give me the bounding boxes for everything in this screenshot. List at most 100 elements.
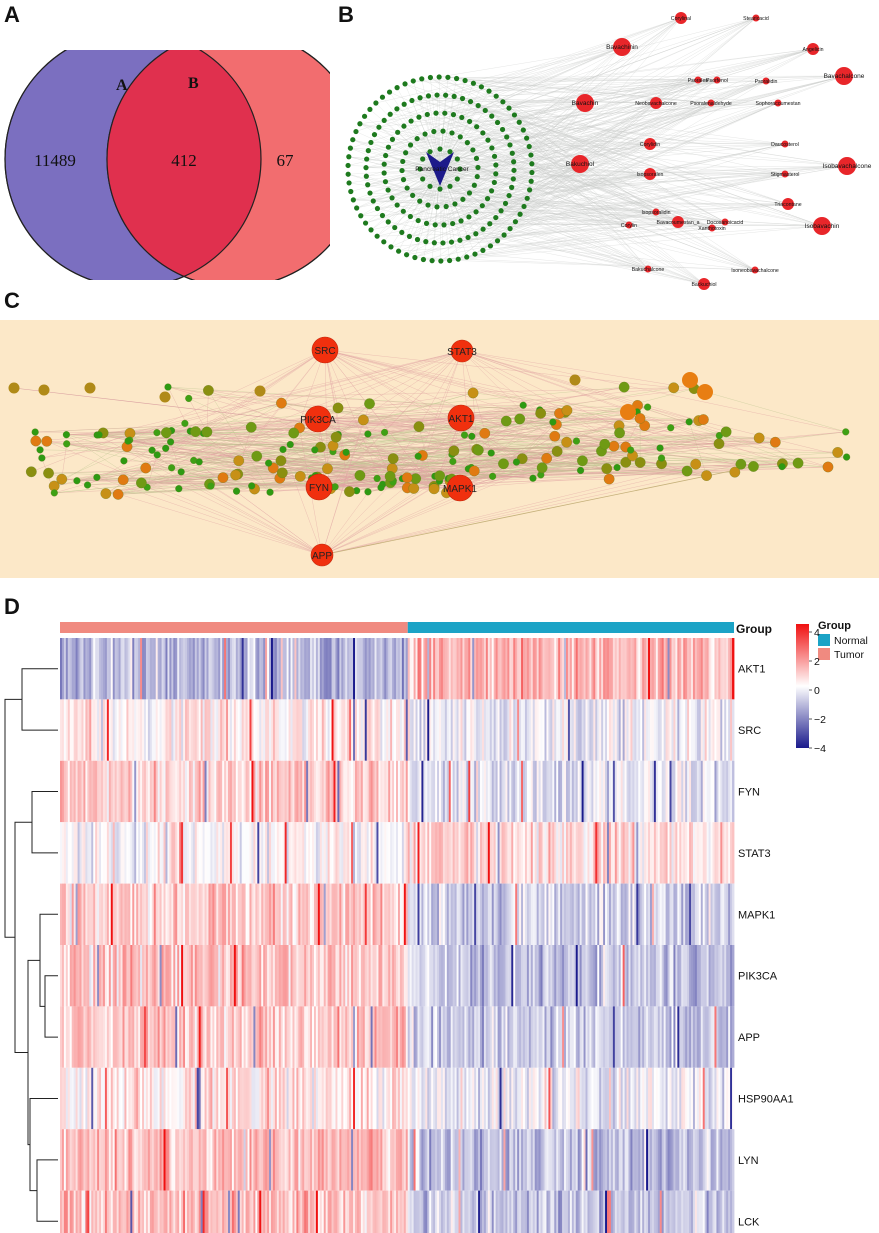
compound-label: Corylinal [671, 16, 691, 22]
compound-label: Stigmasterol [771, 172, 800, 178]
target-node [379, 212, 386, 219]
target-node [500, 99, 506, 105]
row-dendrogram [4, 668, 58, 1222]
legend-normal-swatch [818, 634, 830, 646]
target-node [474, 124, 480, 130]
protein-node [265, 459, 273, 467]
protein-node [720, 426, 732, 438]
target-node [427, 183, 433, 189]
compound-label: Corylin [621, 223, 637, 229]
venn-only-a-count: 11489 [34, 151, 76, 170]
target-node [416, 114, 422, 120]
target-node [471, 182, 477, 188]
compound-label: Daucosterol [771, 142, 799, 148]
colorbar-tick-label: −4 [814, 743, 826, 755]
protein-node [251, 450, 263, 462]
target-node [415, 217, 421, 224]
target-node [493, 93, 499, 99]
protein-node [618, 381, 630, 393]
compound-node [644, 265, 652, 273]
target-node [489, 145, 495, 151]
protein-node [153, 451, 161, 459]
venn-diagram: A B 11489 412 67 [4, 50, 330, 280]
hub-node-fyn [305, 473, 333, 501]
protein-node [83, 481, 92, 489]
heatmap-row-fyn [60, 760, 735, 823]
target-node [493, 162, 499, 168]
colorbar-tick-label: 2 [814, 656, 820, 668]
target-node [507, 226, 513, 232]
compound-node [721, 218, 729, 226]
target-node [345, 162, 351, 169]
target-node [438, 258, 444, 264]
protein-node [467, 387, 479, 399]
heatmap-row-stat3 [60, 822, 735, 884]
group-legend-title: Group [818, 620, 851, 632]
protein-node [657, 454, 666, 462]
target-node [368, 227, 374, 233]
protein-node [529, 474, 537, 482]
target-node [422, 131, 428, 137]
protein-node [656, 444, 664, 452]
protein-node [136, 477, 147, 489]
target-node [389, 195, 395, 201]
compound-node [613, 38, 631, 56]
target-node [374, 205, 381, 212]
gene-label-pik3ca: PIK3CA [738, 971, 778, 983]
target-node [449, 130, 455, 136]
protein-node [275, 455, 287, 467]
target-node [350, 197, 356, 203]
heatmap-row-lck [60, 1190, 735, 1233]
target-node [524, 195, 530, 201]
target-node [474, 173, 480, 180]
protein-node [460, 431, 469, 439]
target-node [506, 192, 512, 199]
protein-node [177, 468, 185, 476]
colorbar-tick-label: 4 [814, 627, 820, 639]
compound-node [708, 224, 716, 232]
protein-node [288, 427, 300, 439]
target-node [486, 88, 492, 94]
target-node [364, 156, 370, 162]
target-node [491, 179, 497, 186]
target-node [510, 176, 516, 182]
target-node [361, 113, 368, 119]
gene-label-fyn: FYN [738, 787, 760, 799]
expression-heatmap: Group AKT1 SRC FYN STAT3 MAPK1 PIK3CA APP HSP90… [4, 620, 868, 1233]
target-node [473, 231, 479, 237]
target-node [455, 256, 461, 262]
compound-label: Triacontane [774, 202, 801, 208]
compound-node [650, 97, 662, 109]
protein-node [354, 470, 366, 481]
target-node [427, 74, 434, 81]
target-node [357, 121, 363, 127]
compound-label: Bavacoumestan_a [657, 220, 700, 226]
target-node [347, 145, 353, 151]
heatmap-row-akt1 [60, 638, 735, 700]
target-node [529, 161, 535, 167]
panel-letter-c: C [4, 288, 20, 313]
target-node [453, 75, 460, 82]
heatmap-row-pik3ca [60, 945, 735, 1007]
compound-node [781, 170, 789, 178]
compound-label: Corylidin [640, 142, 660, 148]
protein-node [148, 446, 156, 454]
target-node [528, 152, 534, 158]
compound-label: Psoralidin [755, 79, 778, 85]
target-node [365, 148, 371, 154]
target-node [509, 150, 515, 156]
target-node [407, 142, 414, 148]
target-node [423, 239, 429, 245]
target-node [494, 119, 501, 126]
target-node [493, 214, 499, 221]
target-node [414, 136, 420, 142]
compound-label: Angelicin [802, 47, 823, 53]
target-node [465, 234, 471, 241]
colorbar-tick-label: 0 [814, 685, 820, 697]
target-node [441, 222, 447, 228]
protein-node [332, 402, 344, 414]
protein-node [778, 463, 786, 471]
target-node [394, 202, 400, 208]
compound-node [835, 67, 853, 85]
target-node [501, 232, 507, 238]
